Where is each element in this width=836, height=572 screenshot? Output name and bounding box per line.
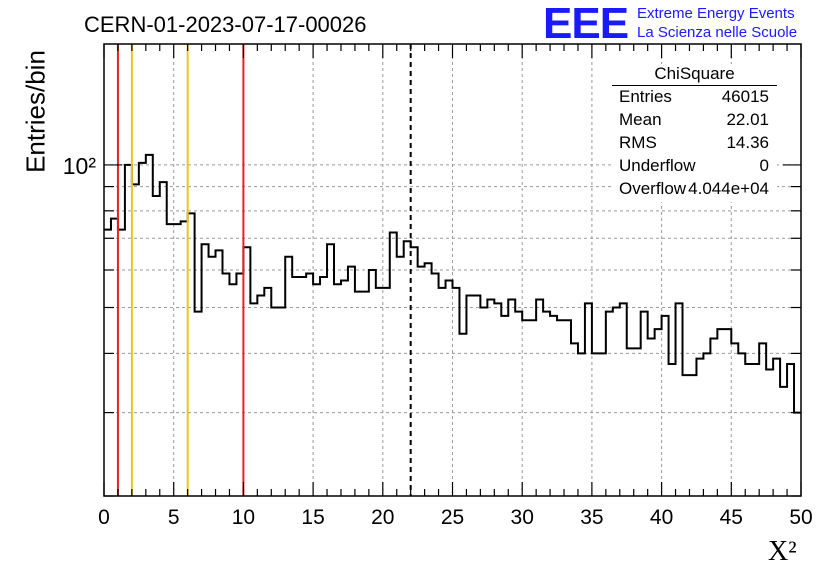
- stats-value: 14.36: [726, 133, 769, 152]
- eee-logo-text: Extreme Energy Events La Scienza nelle S…: [637, 4, 797, 42]
- stats-row: RMS 14.36: [612, 133, 777, 156]
- x-tick-label: 35: [580, 506, 603, 529]
- stats-label: Entries: [619, 87, 672, 106]
- stats-value: 22.01: [726, 110, 769, 129]
- run-title: CERN-01-2023-07-17-00026: [84, 12, 367, 37]
- x-tick-label: 5: [168, 506, 180, 529]
- x-axis-label: X²: [768, 536, 797, 567]
- y-axis-label: Entries/bin: [20, 50, 51, 173]
- stats-row: Underflow 0: [612, 156, 777, 179]
- stats-row: Entries 46015: [612, 87, 777, 110]
- x-tick-label: 50: [789, 506, 812, 529]
- stats-value: 4.044e+04: [688, 179, 769, 198]
- y-tick-label: 10²: [63, 153, 97, 179]
- stats-value: 0: [759, 156, 769, 175]
- stats-value: 46015: [721, 87, 769, 106]
- stats-row: Mean 22.01: [612, 110, 777, 133]
- x-tick-label: 40: [650, 506, 673, 529]
- x-tick-label: 15: [301, 506, 324, 529]
- eee-logo: EEE: [543, 0, 629, 48]
- stats-box: ChiSquare Entries 46015 Mean 22.01 RMS 14.3…: [612, 64, 777, 202]
- x-tick-label: 0: [98, 506, 110, 529]
- histogram-series: [104, 153, 801, 414]
- stats-label: RMS: [619, 133, 657, 152]
- stats-box-title: ChiSquare: [612, 64, 777, 86]
- stats-row: Overflow 4.044e+04: [612, 179, 777, 202]
- x-tick-label: 30: [511, 506, 534, 529]
- x-tick-label: 10: [232, 506, 255, 529]
- logo-line-2: La Scienza nelle Scuole: [637, 24, 798, 41]
- stats-label: Mean: [619, 110, 662, 129]
- stats-label: Overflow: [619, 179, 687, 198]
- logo-line-1: Extreme Energy Events: [637, 5, 795, 22]
- x-tick-label: 25: [441, 506, 464, 529]
- x-tick-label: 45: [720, 506, 743, 529]
- stats-label: Underflow: [619, 156, 696, 175]
- x-tick-label: 20: [371, 506, 394, 529]
